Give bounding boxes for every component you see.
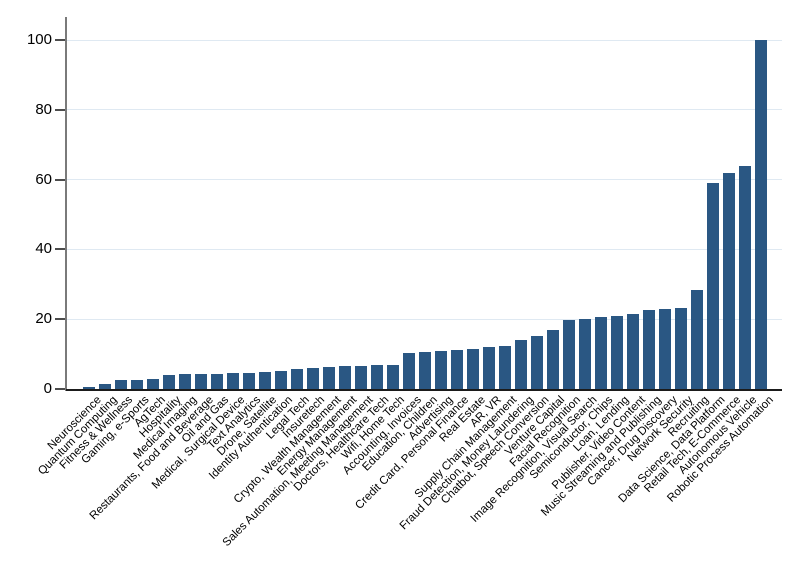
bar [371, 364, 383, 389]
bar [211, 373, 223, 389]
bar [83, 386, 95, 389]
y-tick-label: 40 [35, 240, 52, 258]
bar [707, 183, 719, 389]
y-tick-mark [55, 318, 65, 321]
bar [643, 310, 655, 389]
bar [259, 371, 271, 389]
bar [99, 383, 111, 389]
y-tick-mark [55, 388, 65, 390]
bar [323, 367, 335, 389]
bar [659, 308, 671, 389]
bar [275, 370, 287, 389]
bar [307, 368, 319, 389]
bar [147, 378, 159, 389]
y-tick-mark [55, 108, 65, 111]
bar [483, 347, 495, 389]
y-tick-label: 60 [35, 170, 52, 188]
bar [467, 348, 479, 389]
y-tick-mark [55, 248, 65, 251]
bar [627, 313, 639, 389]
x-axis-line [66, 389, 782, 391]
bar [547, 329, 559, 389]
bar [515, 340, 527, 389]
gridline [66, 109, 782, 111]
bar [227, 373, 239, 389]
bar [419, 352, 431, 389]
bar [563, 320, 575, 389]
bar [739, 165, 751, 389]
bar [339, 366, 351, 389]
y-axis-line [65, 17, 67, 391]
bar [675, 307, 687, 389]
bar [691, 290, 703, 389]
bar [531, 335, 543, 389]
gridline [66, 318, 782, 320]
bar [403, 353, 415, 389]
y-tick-label: 100 [26, 31, 52, 48]
bar [243, 372, 255, 389]
bar [291, 369, 303, 389]
bar [451, 349, 463, 389]
y-tick-label: 20 [35, 310, 52, 328]
bar [595, 317, 607, 389]
bar [387, 364, 399, 389]
bar [179, 374, 191, 389]
bar [195, 373, 207, 389]
bar [131, 379, 143, 389]
bar [499, 346, 511, 389]
bar [435, 350, 447, 389]
gridline [66, 179, 782, 181]
bar [755, 40, 767, 389]
y-tick-mark [55, 39, 65, 41]
bar [579, 319, 591, 389]
bar [611, 316, 623, 389]
y-tick-label: 0 [43, 380, 52, 397]
gridline [66, 248, 782, 250]
bar [355, 365, 367, 389]
bar [163, 375, 175, 389]
gridline [66, 39, 782, 41]
y-tick-mark [55, 178, 65, 181]
bar [723, 172, 735, 389]
bar [115, 380, 127, 389]
y-tick-label: 80 [35, 100, 52, 118]
